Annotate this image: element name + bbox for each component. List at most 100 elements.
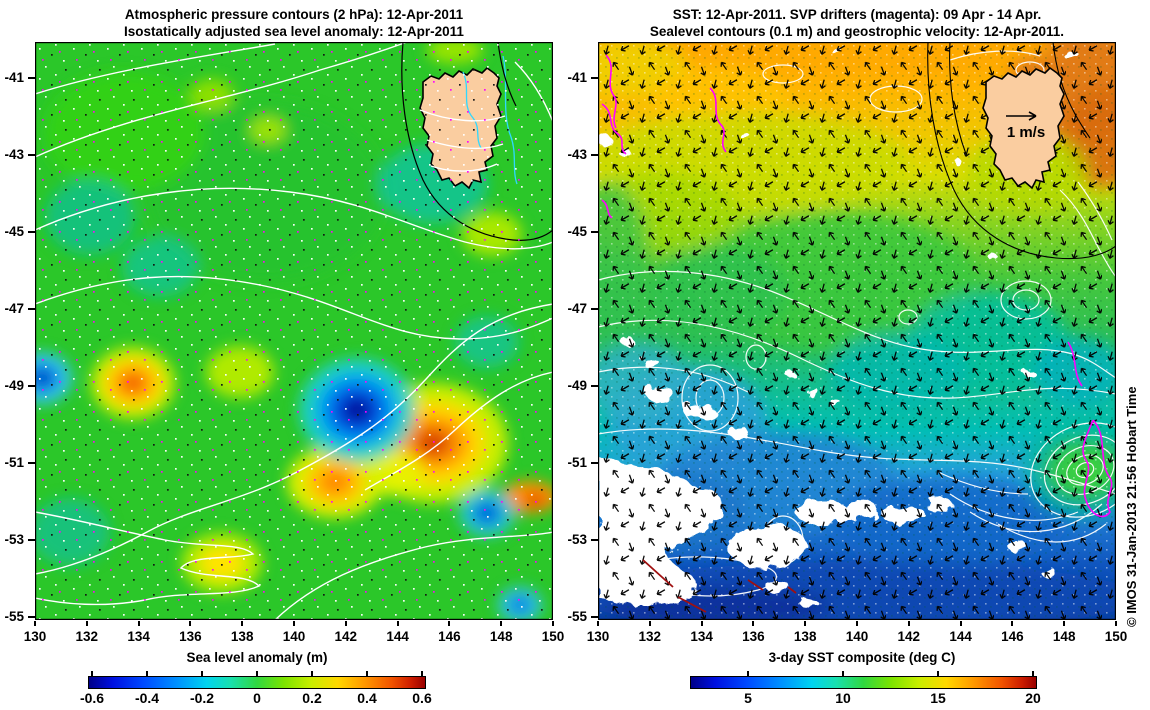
tick-label: -49 xyxy=(567,378,587,394)
tick-label: 144 xyxy=(949,629,972,644)
tick-mark xyxy=(591,77,598,79)
tick-label: 136 xyxy=(742,629,765,644)
copyright-watermark: © IMOS 31-Jan-2013 21:56 Hobart Time xyxy=(1124,386,1139,627)
tick-label: 0.6 xyxy=(412,690,432,706)
tick-label: 132 xyxy=(75,629,99,644)
scale-arrow-label: 1 m/s xyxy=(1007,124,1045,141)
tick-mark xyxy=(591,385,598,387)
tick-label: -47 xyxy=(567,301,587,317)
tick-mark xyxy=(591,154,598,156)
tick-mark xyxy=(366,671,368,676)
tasmania-landmass-right xyxy=(982,66,1065,190)
tick-label: -51 xyxy=(4,455,24,471)
tick-mark xyxy=(28,539,35,541)
left-title-line2: Isostatically adjusted sea level anomaly… xyxy=(124,23,464,39)
tick-label: 150 xyxy=(1104,629,1128,644)
tick-label: -0.2 xyxy=(189,690,215,706)
tick-mark xyxy=(1115,621,1117,626)
left-colorbar-title: Sea level anomaly (m) xyxy=(186,650,328,665)
tick-label: 134 xyxy=(690,629,713,644)
right-colorbar-title: 3-day SST composite (deg C) xyxy=(768,650,956,665)
coastal-contours-right xyxy=(927,42,1116,260)
tick-label: 142 xyxy=(897,629,921,644)
tick-label: -47 xyxy=(4,301,24,317)
left-title-line1: Atmospheric pressure contours (2 hPa): 1… xyxy=(124,7,464,22)
tick-mark xyxy=(146,671,148,676)
tick-mark xyxy=(137,621,140,626)
tick-mark xyxy=(747,671,749,676)
data-point-speckles xyxy=(35,42,553,620)
sea-level-anomaly-map xyxy=(35,42,553,620)
tick-label: 132 xyxy=(638,629,662,644)
tick-label: 134 xyxy=(127,629,150,644)
right-colorbar xyxy=(690,676,1037,689)
tick-mark xyxy=(28,308,35,310)
left-plot-frame xyxy=(35,42,553,620)
right-title-line1: SST: 12-Apr-2011. SVP drifters (magenta)… xyxy=(672,7,1042,22)
tick-mark xyxy=(591,462,598,464)
tick-mark xyxy=(856,621,858,626)
tick-mark xyxy=(91,671,93,676)
tick-mark xyxy=(907,621,910,626)
tick-label: 0.4 xyxy=(357,690,377,706)
tick-label: 5 xyxy=(744,690,752,706)
tick-label: 150 xyxy=(541,629,565,644)
tick-mark xyxy=(189,621,192,626)
drifter-tracks xyxy=(601,54,1113,518)
tick-label: 138 xyxy=(230,629,254,644)
right-plot-frame xyxy=(598,42,1116,620)
tick-mark xyxy=(28,385,35,387)
tick-mark xyxy=(700,621,703,626)
tick-mark xyxy=(591,231,598,233)
tick-label: -0.4 xyxy=(134,690,160,706)
tick-label: 136 xyxy=(179,629,202,644)
tick-mark xyxy=(28,462,35,464)
tick-mark xyxy=(396,621,399,626)
right-title-line2: Sealevel contours (0.1 m) and geostrophi… xyxy=(649,23,1065,39)
tick-mark xyxy=(28,77,35,79)
tick-label: 140 xyxy=(282,629,306,644)
tick-mark xyxy=(804,621,807,626)
tick-mark xyxy=(842,671,844,676)
tick-mark xyxy=(311,671,313,676)
tick-label: 146 xyxy=(438,629,461,644)
tick-label: -53 xyxy=(567,532,587,548)
tick-mark xyxy=(500,621,503,626)
tick-mark xyxy=(448,621,451,626)
tick-label: -55 xyxy=(4,609,24,625)
tick-label: 0.2 xyxy=(302,690,322,706)
tick-mark xyxy=(28,616,35,618)
tick-label: 148 xyxy=(1052,629,1076,644)
tick-label: -41 xyxy=(4,70,24,86)
tick-label: 144 xyxy=(386,629,409,644)
tick-mark xyxy=(1063,621,1066,626)
tick-label: 146 xyxy=(1001,629,1024,644)
left-colorbar xyxy=(88,676,426,689)
tick-label: 10 xyxy=(835,690,851,706)
tick-label: -43 xyxy=(4,147,24,163)
tick-label: -49 xyxy=(4,378,24,394)
tick-mark xyxy=(344,621,347,626)
tick-label: -45 xyxy=(4,224,24,240)
tick-label: 140 xyxy=(845,629,869,644)
tick-mark xyxy=(421,671,423,676)
tick-mark xyxy=(752,621,755,626)
sst-map: 1 m/s xyxy=(598,42,1116,620)
tick-mark xyxy=(28,154,35,156)
tick-mark xyxy=(201,671,203,676)
tick-mark xyxy=(591,539,598,541)
tick-mark xyxy=(28,231,35,233)
tick-label: -51 xyxy=(567,455,587,471)
tick-mark xyxy=(648,621,651,626)
tick-label: 0 xyxy=(253,690,261,706)
tick-mark xyxy=(552,621,554,626)
scale-arrow-glyph xyxy=(1006,111,1037,121)
tick-label: 15 xyxy=(930,690,946,706)
tick-label: -45 xyxy=(567,224,587,240)
scale-arrow: 1 m/s xyxy=(1006,111,1045,141)
tick-mark xyxy=(1011,621,1014,626)
tick-label: 142 xyxy=(334,629,358,644)
tick-label: 148 xyxy=(489,629,513,644)
tick-mark xyxy=(34,621,36,626)
